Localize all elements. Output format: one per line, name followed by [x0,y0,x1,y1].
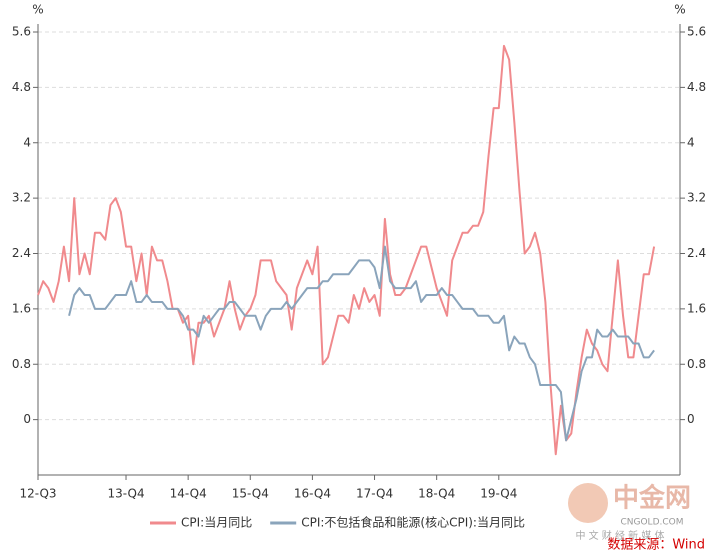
y-tick-label: 2.4 [12,246,31,260]
y2-tick-label: 4 [687,135,695,149]
y2-tick-label: 1.6 [687,301,706,315]
y2-tick-label: 0 [687,412,695,426]
y-unit: % [32,3,43,17]
y-tick-label: 5.6 [12,25,31,39]
x-tick-label: 12-Q3 [19,487,56,501]
y-tick-label: 1.6 [12,301,31,315]
y2-tick-label: 5.6 [687,25,706,39]
y-tick-label: 3.2 [12,191,31,205]
y-tick-label: 0 [23,412,31,426]
series-line [68,245,655,442]
y2-tick-label: 0.8 [687,357,706,371]
x-tick-label: 17-Q4 [356,487,393,501]
legend-label: CPI:当月同比 [181,516,252,530]
legend-label: CPI:不包括食品和能源(核心CPI):当月同比 [301,515,525,530]
logo-icon [568,483,608,523]
y-tick-label: 0.8 [12,357,31,371]
source: 数据来源：Wind [607,538,705,553]
x-tick-label: 16-Q4 [294,487,331,501]
x-tick-label: 13-Q4 [107,487,144,501]
logo-name: 中金网 [613,483,691,514]
series-line [37,44,656,456]
y2-tick-label: 3.2 [687,191,706,205]
logo-slogan: 中 文 财 经 新 媒 体 [575,529,664,542]
x-tick-label: 18-Q4 [418,487,455,501]
y2-unit: % [674,3,685,17]
logo: 中金网 CNGOLD.COM 中 文 财 经 新 媒 体 [568,483,691,542]
x-tick-label: 19-Q4 [480,487,517,501]
y2-tick-label: 2.4 [687,246,706,260]
x-tick-label: 15-Q4 [232,487,269,501]
y2-tick-label: 4.8 [687,80,706,94]
logo-site: CNGOLD.COM [620,518,683,528]
y-tick-label: 4 [23,135,31,149]
x-tick-label: 14-Q4 [170,487,207,501]
y-tick-label: 4.8 [12,80,31,94]
